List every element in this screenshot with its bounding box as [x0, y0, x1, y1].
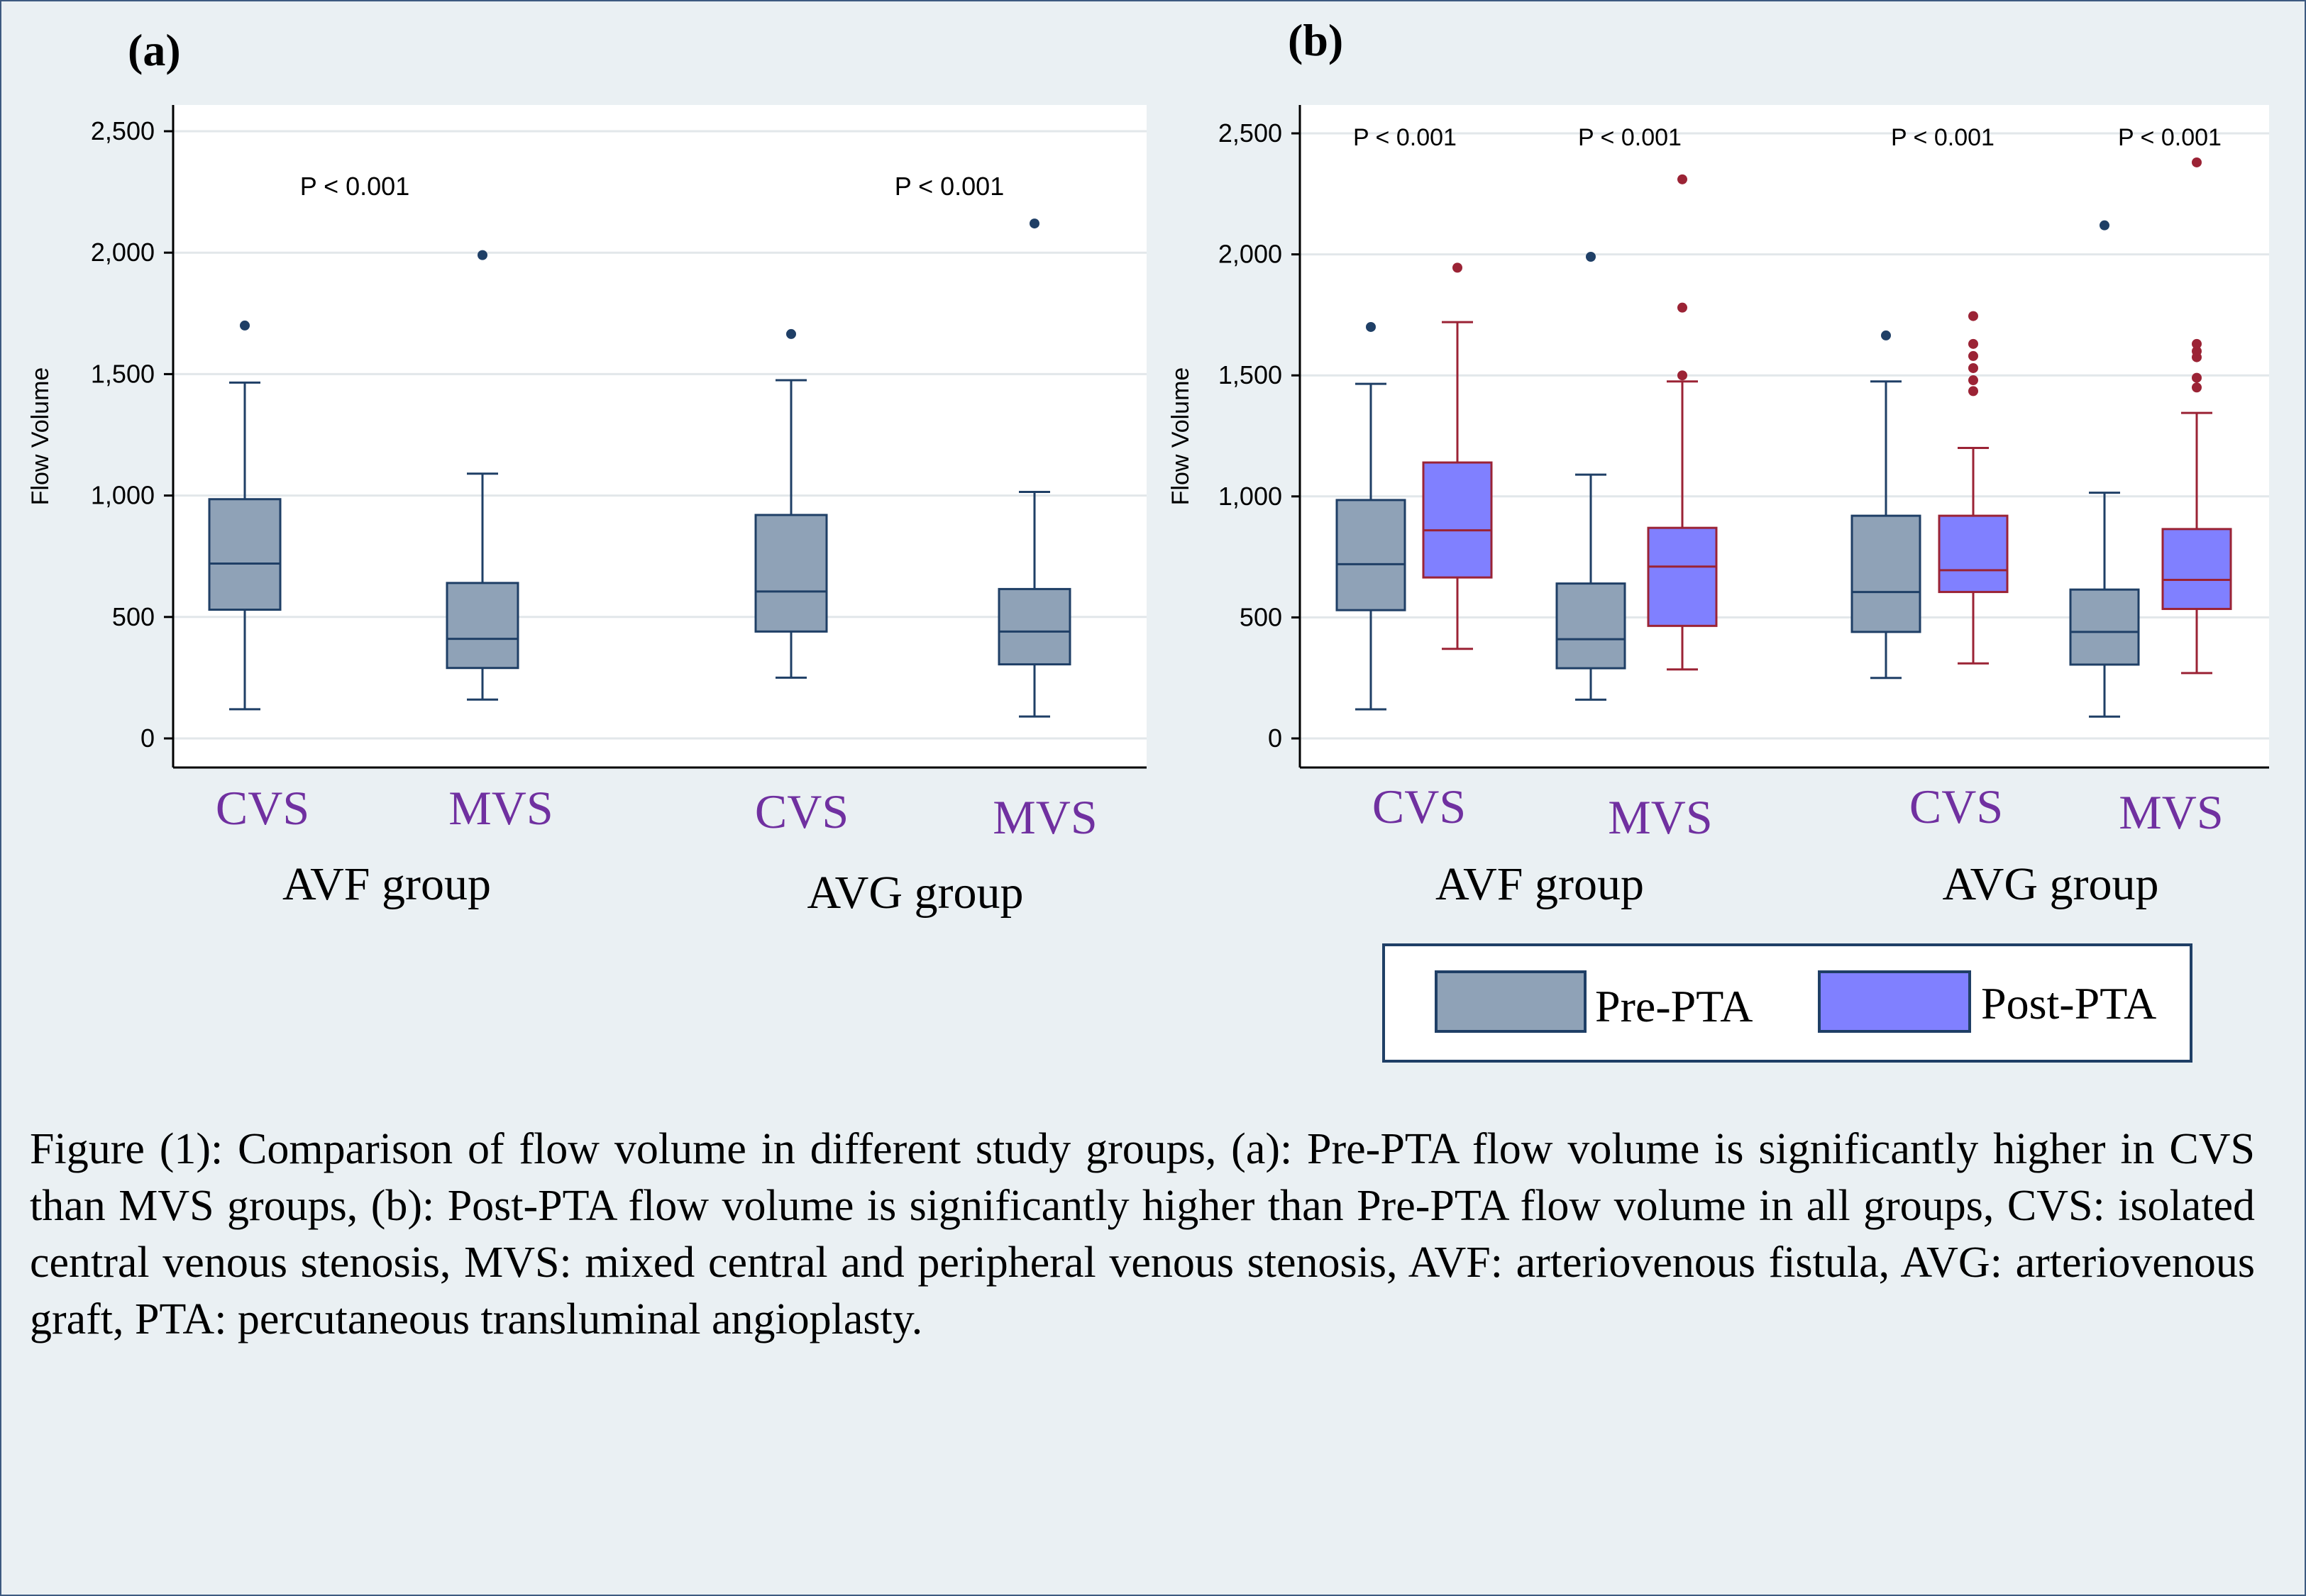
panel-label-a: (a)	[128, 25, 181, 75]
y-tick-label: 500	[1240, 602, 1282, 631]
outlier-point-post	[1968, 311, 1978, 321]
box-pre	[1850, 514, 1921, 633]
p-value-annotation: P < 0.001	[1891, 124, 1995, 151]
y-axis-title-b: Flow Volume	[1167, 367, 1194, 506]
outlier-point-pre	[786, 328, 796, 339]
y-tick-label: 2,500	[1218, 118, 1282, 148]
figure-caption: Figure (1): Comparison of flow volume in…	[30, 1125, 2255, 1343]
category-label: CVS	[1372, 780, 1466, 833]
box-pre	[2069, 588, 2140, 666]
box-pre	[754, 514, 828, 633]
legend: Pre-PTA Post-PTA	[1382, 943, 2192, 1063]
group-label: AVG group	[1943, 858, 2159, 910]
box-pre	[998, 587, 1071, 666]
p-value-annotation: P < 0.001	[1578, 124, 1682, 151]
outlier-point-post	[1677, 174, 1687, 184]
y-tick-label: 2,000	[91, 238, 155, 267]
p-value-annotation: P < 0.001	[895, 172, 1004, 201]
y-tick-label: 2,500	[91, 116, 155, 145]
category-label: MVS	[1608, 790, 1712, 844]
chart-marks-b: 0 500 1,000 1,500 2,000 2,500 P < 0.001 P < 0.0…	[1218, 105, 2269, 769]
outlier-point-post	[1968, 362, 1978, 373]
outlier-point-post	[2192, 346, 2202, 357]
legend-label-pre: Pre-PTA	[1595, 981, 1753, 1031]
p-value-annotation: P < 0.001	[300, 172, 409, 201]
group-label: AVF group	[282, 858, 491, 910]
p-value-annotation: P < 0.001	[2118, 124, 2222, 151]
y-tick-label: 2,000	[1218, 240, 1282, 269]
legend-label-post: Post-PTA	[1981, 978, 2156, 1029]
box-pre	[1335, 499, 1406, 611]
box-pre	[208, 498, 282, 611]
box-post	[2161, 528, 2232, 610]
y-tick-label: 500	[112, 602, 155, 631]
y-tick-label: 0	[1268, 724, 1282, 753]
y-tick-label: 1,500	[91, 359, 155, 388]
box-pre	[1555, 582, 1626, 670]
category-label: MVS	[448, 781, 553, 835]
outlier-point-pre	[1366, 321, 1376, 332]
outlier-point-pre	[478, 250, 487, 260]
plot-area-b	[1300, 105, 2269, 767]
outlier-point-pre	[1030, 218, 1039, 229]
y-tick-label: 1,000	[91, 481, 155, 510]
legend-swatch-pre	[1435, 970, 1587, 1033]
y-axis-title-a: Flow Volume	[27, 367, 54, 506]
category-label: MVS	[993, 790, 1097, 844]
chart-marks-a: 0 500 1,000 1,500 2,000 2,500 P < 0.001 P < 0.0…	[91, 105, 1147, 769]
outlier-point-post	[1968, 375, 1978, 386]
panel-label-b: (b)	[1288, 15, 1343, 65]
outlier-point-post	[1968, 338, 1978, 349]
outlier-point-post	[1968, 386, 1978, 397]
outlier-point-post	[1677, 370, 1687, 381]
y-tick-label: 0	[140, 724, 155, 753]
outlier-point-post	[1968, 350, 1978, 361]
legend-swatch-post	[1818, 970, 1971, 1033]
outlier-point-post	[2192, 372, 2202, 383]
box-post	[1647, 526, 1718, 627]
p-value-annotation: P < 0.001	[1353, 124, 1457, 151]
group-label: AVG group	[807, 867, 1024, 919]
category-label: CVS	[1909, 780, 2003, 833]
outlier-point-post	[1677, 302, 1687, 313]
category-label: CVS	[216, 781, 309, 835]
outlier-point-post	[1452, 262, 1462, 273]
box-post	[1938, 514, 2009, 594]
group-label: AVF group	[1435, 858, 1644, 910]
plot-area-a	[173, 105, 1147, 767]
outlier-point-pre	[240, 320, 250, 331]
category-label: MVS	[2119, 785, 2223, 839]
y-tick-label: 1,500	[1218, 360, 1282, 389]
y-tick-label: 1,000	[1218, 482, 1282, 511]
category-label: CVS	[755, 785, 849, 838]
outlier-point-pre	[2100, 220, 2109, 231]
box-post	[1422, 461, 1493, 579]
box-pre	[446, 582, 519, 670]
outlier-point-pre	[1881, 330, 1891, 340]
outlier-point-pre	[1586, 252, 1596, 262]
outlier-point-post	[2192, 382, 2202, 393]
outlier-point-post	[2192, 157, 2202, 167]
outlier-point-post	[2192, 338, 2202, 349]
